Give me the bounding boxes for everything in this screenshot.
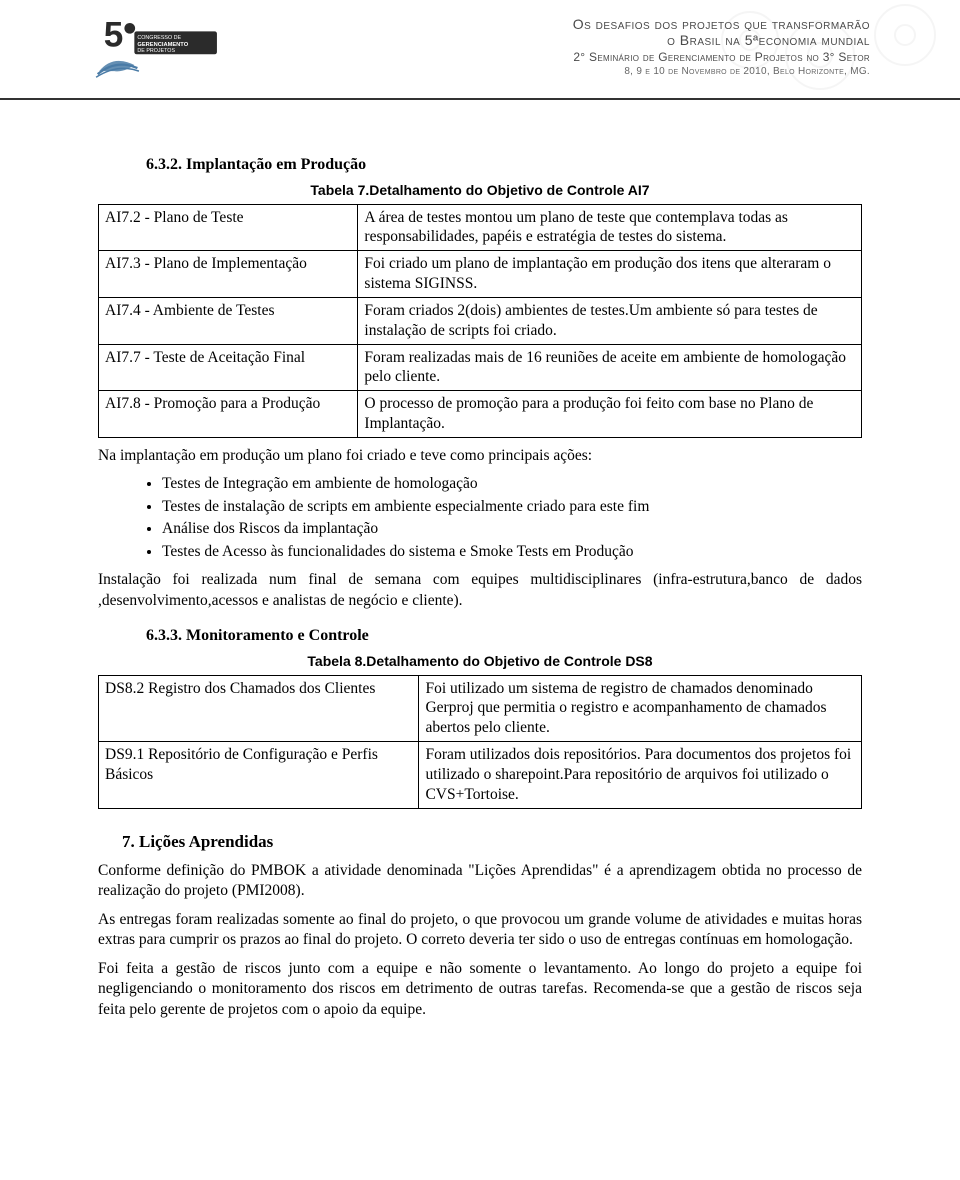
svg-text:GERENCIAMENTO: GERENCIAMENTO bbox=[137, 42, 188, 48]
table7: AI7.2 - Plano de TesteA área de testes m… bbox=[98, 204, 862, 438]
table-cell: DS8.2 Registro dos Chamados dos Clientes bbox=[99, 675, 419, 741]
section-6-3-2-heading: 6.3.2. Implantação em Produção bbox=[146, 154, 862, 175]
table7-caption: Tabela 7.Detalhamento do Objetivo de Con… bbox=[98, 181, 862, 199]
bullet-list: Testes de Integração em ambiente de homo… bbox=[162, 474, 862, 562]
header-line2: o Brasil na 5ªeconomia mundial bbox=[220, 32, 870, 48]
table-cell: Foi utilizado um sistema de registro de … bbox=[419, 675, 862, 741]
svg-text:DE PROJETOS: DE PROJETOS bbox=[137, 48, 175, 54]
table-cell: Foram criados 2(dois) ambientes de teste… bbox=[358, 297, 862, 344]
table-cell: Foram utilizados dois repositórios. Para… bbox=[419, 742, 862, 808]
table-cell: DS9.1 Repositório de Configuração e Perf… bbox=[99, 742, 419, 808]
paragraph: Na implantação em produção um plano foi … bbox=[98, 446, 862, 466]
svg-text:CONGRESSO DE: CONGRESSO DE bbox=[137, 35, 181, 41]
header-line1: Os desafios dos projetos que transformar… bbox=[220, 16, 870, 32]
table-row: AI7.8 - Promoção para a ProduçãoO proces… bbox=[99, 391, 862, 438]
table-cell: A área de testes montou um plano de test… bbox=[358, 204, 862, 251]
table-row: AI7.4 - Ambiente de TestesForam criados … bbox=[99, 297, 862, 344]
table-cell: AI7.3 - Plano de Implementação bbox=[99, 251, 358, 298]
section-6-3-3-heading: 6.3.3. Monitoramento e Controle bbox=[146, 625, 862, 646]
table-cell: Foi criado um plano de implantação em pr… bbox=[358, 251, 862, 298]
table-cell: AI7.4 - Ambiente de Testes bbox=[99, 297, 358, 344]
section-7-heading: 7. Lições Aprendidas bbox=[122, 831, 862, 853]
table-cell: AI7.2 - Plano de Teste bbox=[99, 204, 358, 251]
table8: DS8.2 Registro dos Chamados dos Clientes… bbox=[98, 675, 862, 809]
header-line4: 8, 9 e 10 de Novembro de 2010, Belo Hori… bbox=[220, 66, 870, 77]
table-row: DS8.2 Registro dos Chamados dos Clientes… bbox=[99, 675, 862, 741]
table-row: DS9.1 Repositório de Configuração e Perf… bbox=[99, 742, 862, 808]
list-item: Testes de Acesso às funcionalidades do s… bbox=[162, 542, 862, 562]
list-item: Análise dos Riscos da implantação bbox=[162, 519, 862, 539]
list-item: Testes de Integração em ambiente de homo… bbox=[162, 474, 862, 494]
paragraph: Foi feita a gestão de riscos junto com a… bbox=[98, 959, 862, 1020]
paragraph: Conforme definição do PMBOK a atividade … bbox=[98, 861, 862, 902]
paragraph: As entregas foram realizadas somente ao … bbox=[98, 910, 862, 951]
header-title-block: Os desafios dos projetos que transformar… bbox=[220, 12, 870, 92]
table-row: AI7.2 - Plano de TesteA área de testes m… bbox=[99, 204, 862, 251]
congress-logo: 5 CONGRESSO DE GERENCIAMENTO DE PROJETOS bbox=[90, 12, 220, 92]
table-row: AI7.7 - Teste de Aceitação FinalForam re… bbox=[99, 344, 862, 391]
paragraph: Instalação foi realizada num final de se… bbox=[98, 570, 862, 611]
svg-text:5: 5 bbox=[104, 16, 124, 55]
header-line3: 2° Seminário de Gerenciamento de Projeto… bbox=[220, 50, 870, 64]
list-item: Testes de instalação de scripts em ambie… bbox=[162, 497, 862, 517]
table-cell: Foram realizadas mais de 16 reuniões de … bbox=[358, 344, 862, 391]
table-cell: O processo de promoção para a produção f… bbox=[358, 391, 862, 438]
page-content: 6.3.2. Implantação em Produção Tabela 7.… bbox=[0, 100, 960, 1048]
table-row: AI7.3 - Plano de ImplementaçãoFoi criado… bbox=[99, 251, 862, 298]
page-header: 5 CONGRESSO DE GERENCIAMENTO DE PROJETOS… bbox=[0, 0, 960, 100]
table-cell: AI7.8 - Promoção para a Produção bbox=[99, 391, 358, 438]
table8-caption: Tabela 8.Detalhamento do Objetivo de Con… bbox=[98, 652, 862, 670]
table-cell: AI7.7 - Teste de Aceitação Final bbox=[99, 344, 358, 391]
